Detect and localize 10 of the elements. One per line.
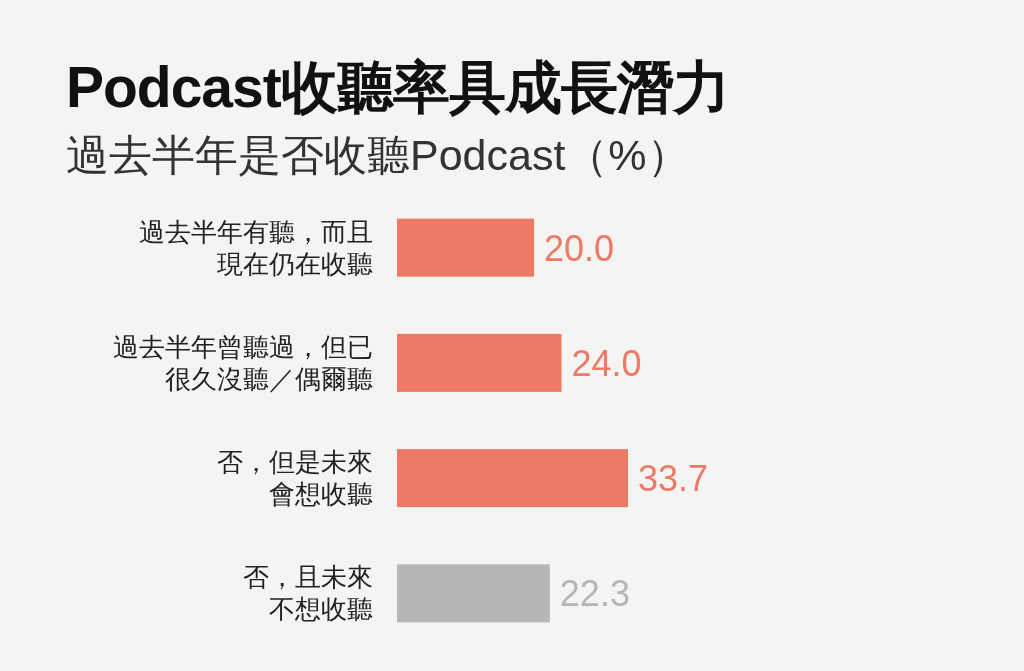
category-label: 過去半年有聽，而且現在仍在收聽	[139, 216, 373, 279]
value-label: 22.3	[559, 573, 630, 615]
value-label: 20.0	[544, 227, 615, 269]
title: Podcast收聽率具成長潛力	[66, 55, 729, 119]
category-label: 否，且未來不想收聽	[243, 562, 373, 625]
subtitle: 過去半年是否收聽Podcast（%）	[66, 131, 690, 179]
category-label: 過去半年曾聽過，但已很久沒聽／偶爾聽	[113, 331, 373, 394]
value-label: 24.0	[571, 342, 642, 384]
value-label: 33.7	[638, 458, 709, 500]
category-label: 否，但是未來會想收聽	[217, 447, 373, 510]
